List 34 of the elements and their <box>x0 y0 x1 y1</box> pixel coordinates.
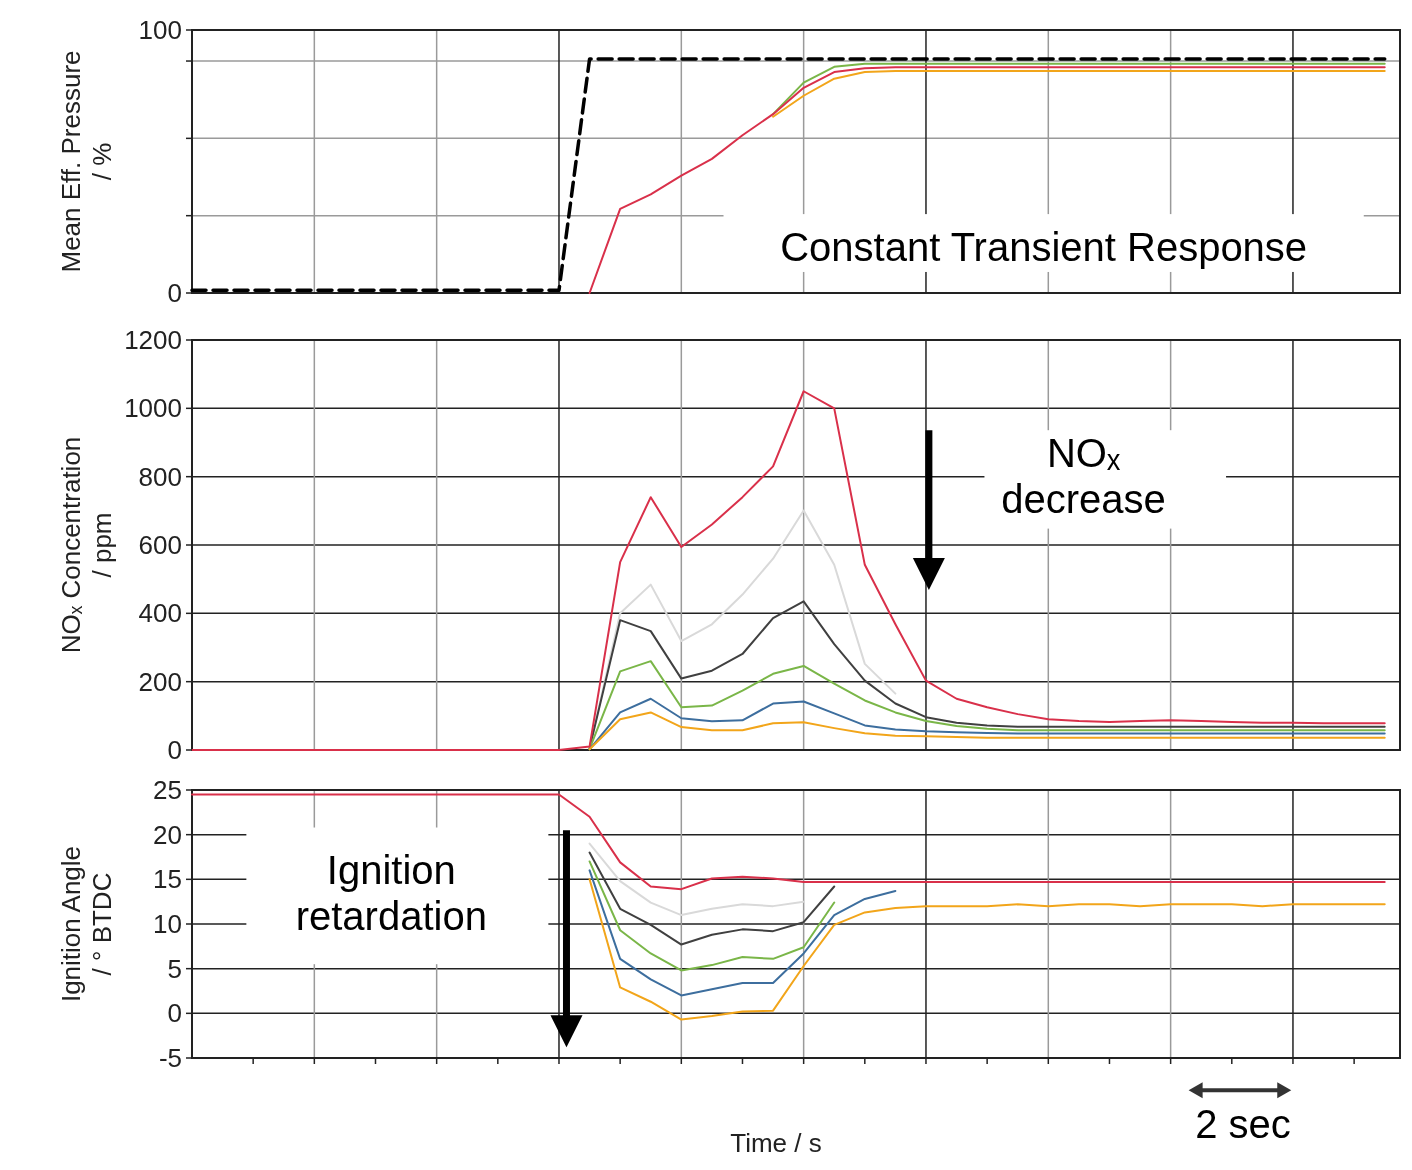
y-tick-label: 5 <box>167 953 182 984</box>
x-axis-title: Time / s <box>730 1128 822 1158</box>
y-axis-title: Mean Eff. Pressure / % <box>56 50 118 273</box>
line-series <box>191 390 1386 751</box>
y-tick-label: 1200 <box>124 325 182 356</box>
annotation: Constant Transient Response <box>780 225 1308 270</box>
y-tick-label: 800 <box>138 461 182 492</box>
line-series <box>588 860 836 972</box>
line-series <box>588 842 805 917</box>
annotation: NOₓ decrease <box>1001 431 1166 522</box>
y-tick-label: -5 <box>158 1043 182 1074</box>
y-tick-label: 600 <box>138 530 182 561</box>
y-tick-label: 200 <box>138 666 182 697</box>
text: 2 sec <box>1195 1102 1291 1147</box>
annotation: Ignition retardation <box>295 847 487 938</box>
y-axis-title: NOₓ Concentration / ppm <box>56 436 118 654</box>
y-tick-label: 100 <box>138 15 182 46</box>
line-series <box>191 793 1386 891</box>
line-series <box>772 70 1386 118</box>
y-tick-label: 400 <box>138 598 182 629</box>
line-series <box>588 878 1386 1021</box>
y-tick-label: 0 <box>167 998 182 1029</box>
y-tick-label: 0 <box>167 278 182 309</box>
y-tick-label: 1000 <box>124 393 182 424</box>
y-axis-title: Ignition Angle / ° BTDC <box>56 845 118 1003</box>
y-tick-label: 10 <box>153 909 182 940</box>
line-series <box>588 711 1386 751</box>
y-tick-label: 20 <box>153 819 182 850</box>
line-series <box>588 66 1386 294</box>
y-tick-label: 15 <box>153 864 182 895</box>
y-tick-label: 0 <box>167 735 182 766</box>
y-tick-label: 25 <box>153 775 182 806</box>
line-series <box>588 869 897 997</box>
line-series <box>588 851 836 946</box>
